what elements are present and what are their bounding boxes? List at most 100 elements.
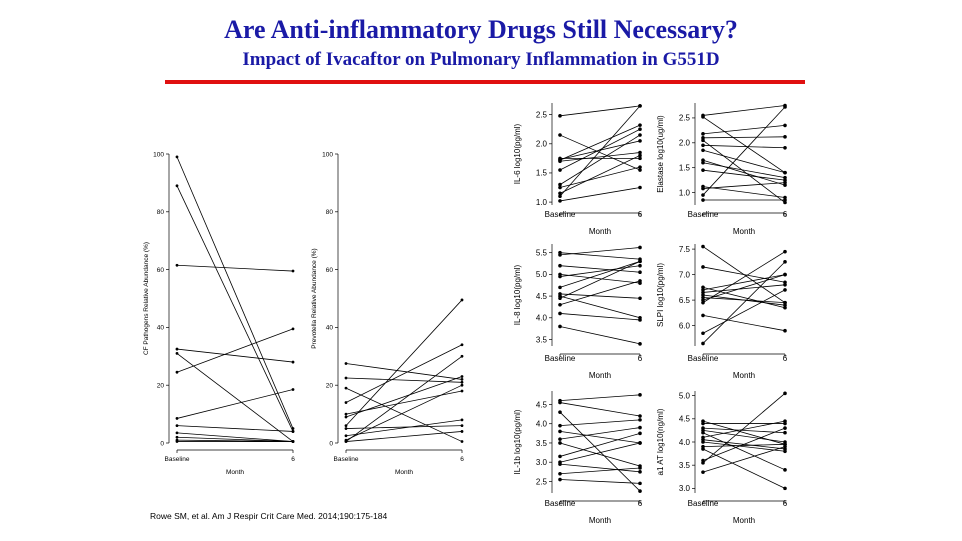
month6-point xyxy=(638,342,642,346)
subject-line xyxy=(703,125,785,133)
month6-point xyxy=(638,489,642,493)
subject-line xyxy=(177,329,293,372)
baseline-point xyxy=(558,441,562,445)
y-tick-label: 20 xyxy=(326,382,334,389)
y-tick-label: 2.5 xyxy=(679,114,691,123)
y-axis-label: SLPI log10(pg/ml) xyxy=(656,263,665,327)
subject-line xyxy=(560,106,640,116)
subject-line xyxy=(703,137,785,138)
subject-line xyxy=(703,105,785,115)
month6-point xyxy=(292,440,295,443)
baseline-point xyxy=(345,413,348,416)
month6-point xyxy=(638,466,642,470)
baseline-point xyxy=(701,301,705,305)
y-tick-label: 2.5 xyxy=(536,110,548,119)
baseline-point xyxy=(558,312,562,316)
y-tick-label: 3.0 xyxy=(536,458,548,467)
y-axis-label: Prevotella Relative Abundance (%) xyxy=(311,248,318,348)
subject-line xyxy=(177,265,293,271)
month6-point xyxy=(783,260,787,264)
baseline-point xyxy=(701,148,705,152)
baseline-point xyxy=(558,455,562,459)
baseline-point xyxy=(558,186,562,190)
subject-line xyxy=(560,403,640,416)
y-tick-label: 6.5 xyxy=(679,296,691,305)
y-tick-label: 4.5 xyxy=(536,292,548,301)
x-tick-label: 6 xyxy=(638,354,643,363)
citation: Rowe SM, et al. Am J Respir Crit Care Me… xyxy=(150,511,387,521)
month6-point xyxy=(783,419,787,423)
month6-point xyxy=(783,181,787,185)
month6-point xyxy=(461,375,464,378)
month6-point xyxy=(638,186,642,190)
month6-point xyxy=(783,468,787,472)
y-tick-label: 1.0 xyxy=(536,198,548,207)
y-tick-label: 1.5 xyxy=(536,169,548,178)
month6-point xyxy=(638,418,642,422)
subject-line xyxy=(560,188,640,201)
y-axis-label: IL-6 log10(pg/ml) xyxy=(513,123,522,184)
baseline-point xyxy=(345,362,348,365)
x-tick-label: Baseline xyxy=(545,210,576,219)
month6-point xyxy=(783,146,787,150)
subject-line xyxy=(177,157,293,429)
month6-point xyxy=(461,424,464,427)
month6-point xyxy=(461,378,464,381)
y-tick-label: 2.0 xyxy=(536,140,548,149)
month6-point xyxy=(461,299,464,302)
y-tick-label: 40 xyxy=(326,325,334,332)
month6-point xyxy=(638,482,642,486)
month6-point xyxy=(638,133,642,137)
baseline-point xyxy=(701,440,705,444)
baseline-point xyxy=(701,187,705,191)
month6-point xyxy=(638,270,642,274)
month6-point xyxy=(638,318,642,322)
baseline-point xyxy=(176,424,179,427)
baseline-point xyxy=(176,440,179,443)
x-axis-label: Month xyxy=(589,227,611,236)
subject-line xyxy=(703,183,785,189)
baseline-point xyxy=(701,342,705,346)
subject-line xyxy=(560,106,640,196)
subject-line xyxy=(177,390,293,419)
month6-point xyxy=(638,123,642,127)
subject-line xyxy=(560,135,640,170)
baseline-point xyxy=(558,264,562,268)
subject-line xyxy=(560,420,640,426)
y-tick-label: 3.5 xyxy=(536,335,548,344)
baseline-point xyxy=(701,447,705,451)
y-tick-label: 2.0 xyxy=(679,139,691,148)
month6-point xyxy=(461,440,464,443)
baseline-point xyxy=(558,303,562,307)
x-axis-label: Month xyxy=(395,469,413,476)
subject-line xyxy=(703,393,785,463)
y-tick-label: 100 xyxy=(153,151,164,158)
baseline-point xyxy=(558,424,562,428)
baseline-point xyxy=(345,416,348,419)
baseline-point xyxy=(558,410,562,414)
month6-point xyxy=(461,430,464,433)
y-tick-label: 3.5 xyxy=(536,439,548,448)
y-tick-label: 4.0 xyxy=(536,314,548,323)
baseline-point xyxy=(701,331,705,335)
y-tick-label: 6.0 xyxy=(679,321,691,330)
month6-point xyxy=(461,355,464,358)
month6-point xyxy=(638,296,642,300)
y-tick-label: 3.0 xyxy=(679,484,691,493)
month6-point xyxy=(783,105,787,109)
baseline-point xyxy=(701,265,705,269)
baseline-point xyxy=(558,114,562,118)
subject-line xyxy=(346,431,462,441)
month6-point xyxy=(292,361,295,364)
month6-point xyxy=(638,432,642,436)
subject-line xyxy=(703,187,785,198)
baseline-point xyxy=(345,377,348,380)
y-axis-label: a1 AT log10(ng/ml) xyxy=(656,408,665,475)
subject-line xyxy=(560,443,640,466)
baseline-point xyxy=(701,193,705,197)
subject-line xyxy=(560,261,640,287)
subject-line xyxy=(703,107,785,195)
x-axis-label: Month xyxy=(733,371,755,380)
x-tick-label: 6 xyxy=(291,456,295,463)
y-tick-label: 5.5 xyxy=(536,248,548,257)
